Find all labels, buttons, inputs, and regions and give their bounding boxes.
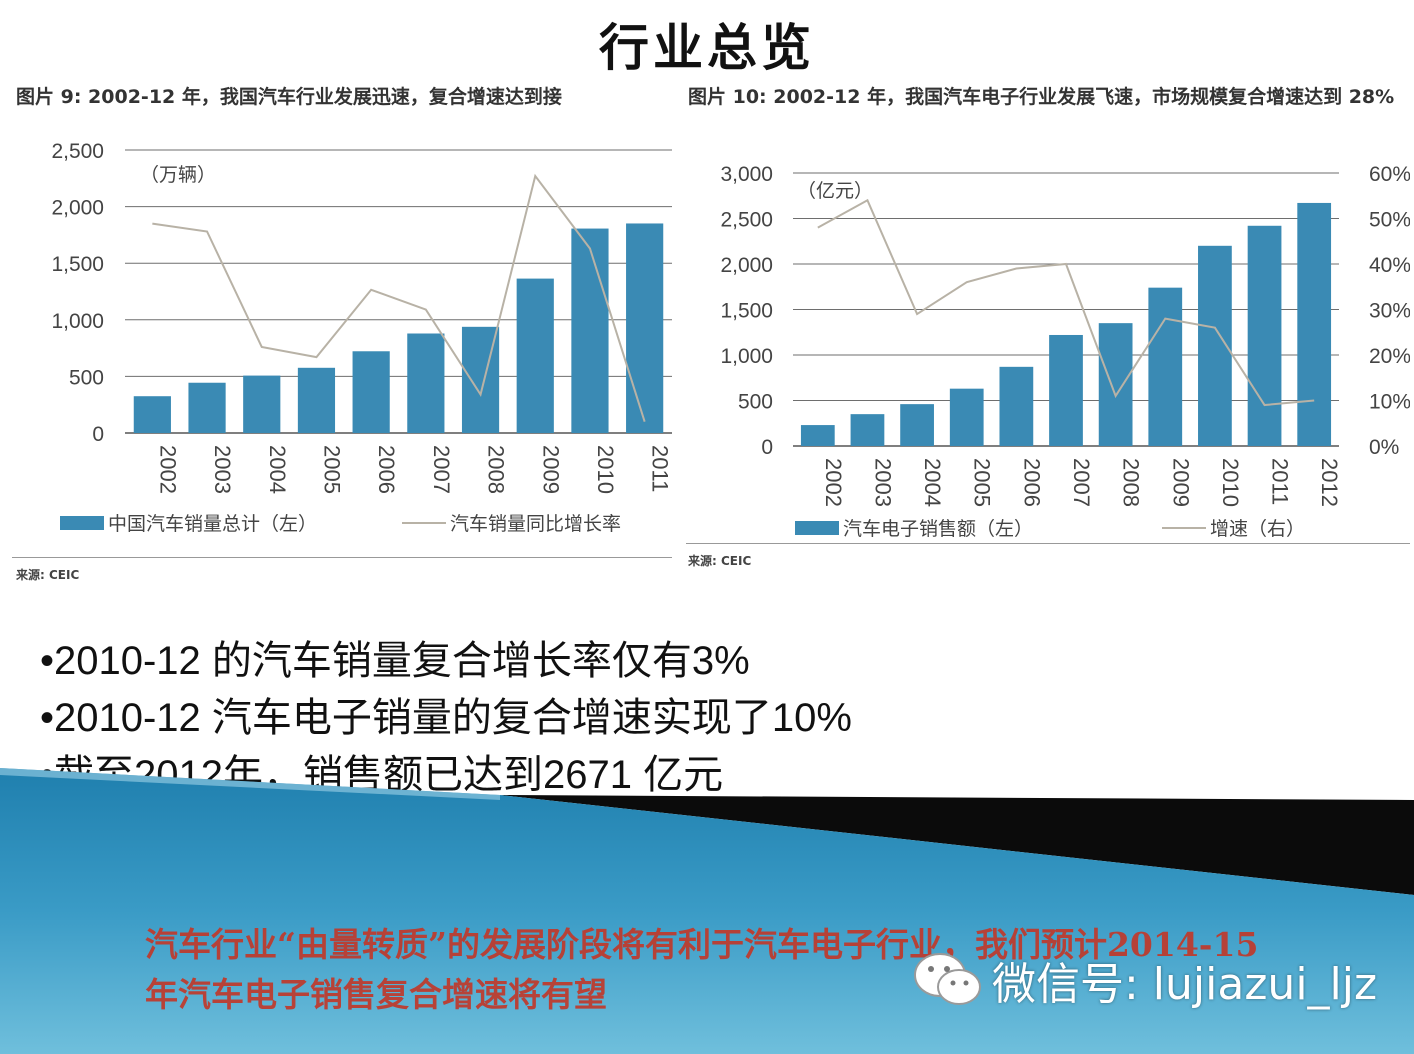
x-tick-label: 2003	[870, 458, 895, 507]
x-tick-label: 2011	[1268, 458, 1293, 505]
x-tick-label: 2004	[920, 458, 945, 507]
figure-9-source: 来源: CEIC	[16, 568, 80, 582]
banner-dark-stripe	[500, 795, 1414, 895]
y-tick-label: 2,000	[51, 197, 104, 220]
y2-tick-label: 60%	[1369, 163, 1410, 186]
bar-2004	[243, 375, 281, 433]
bar-2009	[516, 278, 554, 433]
figure-10-divider	[686, 543, 1410, 544]
legend-line-label: 汽车销量同比增长率	[450, 513, 621, 535]
legend-bar-swatch	[795, 521, 839, 535]
x-tick-label: 2005	[970, 458, 995, 507]
bar-2005	[949, 388, 984, 446]
unit-label: （亿元）	[797, 180, 873, 202]
x-tick-label: 2007	[429, 445, 454, 494]
y-tick-label: 500	[69, 366, 104, 389]
unit-label: （万辆）	[140, 164, 216, 186]
growth-line	[817, 198, 1315, 407]
y-tick-label: 0	[761, 436, 773, 459]
bullet-list: •2010-12 的汽车销量复合增长率仅有3% •2010-12 汽车电子销量的…	[40, 633, 852, 804]
x-tick-label: 2008	[1119, 458, 1144, 507]
bar-2004	[900, 404, 934, 446]
conclusion-text: 汽车行业“由量转质”的发展阶段将有利于汽车电子行业，我们预计2014-15 年汽…	[145, 925, 1259, 1014]
y-tick-label: 500	[738, 391, 773, 414]
y-tick-label: 3,000	[720, 163, 773, 186]
figure-10-source: 来源: CEIC	[688, 554, 752, 568]
y-tick-label: 0	[92, 423, 104, 446]
bar-2005	[297, 367, 336, 433]
bar-2007	[1049, 334, 1083, 446]
x-tick-label: 2002	[155, 445, 180, 494]
y2-tick-label: 0%	[1369, 436, 1399, 459]
bar-2003	[188, 382, 226, 433]
bar-2012	[1297, 202, 1332, 446]
y-tick-label: 2,500	[720, 209, 773, 232]
bar-2006	[999, 366, 1034, 446]
y2-tick-label: 10%	[1369, 391, 1410, 414]
bullet-sales-2012: •截至2012年，销售额已达到2671 亿元	[40, 753, 724, 797]
wechat-icon	[914, 953, 981, 1005]
y-tick-label: 2,000	[720, 254, 773, 277]
x-tick-label: 2006	[1019, 458, 1044, 507]
x-tick-label: 2002	[821, 458, 846, 507]
legend-bar-label: 汽车电子销售额（左）	[843, 518, 1033, 540]
watermark-text: 微信号: lujiazui_ljz	[992, 959, 1378, 1010]
car-sales-chart: 0 500 1,000 1,500 2,000 2,500 2002 2003 2004 2005…	[51, 140, 673, 535]
figure-10-caption: 图片 10: 2002-12 年，我国汽车电子行业发展飞速，市场规模复合增速达到…	[688, 86, 1395, 108]
y-tick-label: 2,500	[51, 140, 104, 163]
x-tick-label: 2009	[1168, 458, 1193, 507]
bar-2003	[850, 414, 885, 446]
y2-tick-label: 20%	[1369, 345, 1410, 368]
x-tick-label: 2010	[593, 445, 618, 494]
bar-2009	[1148, 287, 1183, 446]
x-tick-label: 2009	[538, 445, 563, 494]
figure-9-caption: 图片 9: 2002-12 年，我国汽车行业发展迅速，复合增速达到接	[16, 86, 562, 108]
bullet-cagr-sales: •2010-12 的汽车销量复合增长率仅有3%	[40, 639, 750, 683]
growth-line	[152, 173, 646, 422]
y2-tick-label: 40%	[1369, 254, 1410, 277]
auto-electronics-chart: 0 500 1,000 1,500 2,000 2,500 3,000 0% 10% 20% 30%…	[720, 163, 1410, 540]
bar-2008	[1098, 323, 1133, 446]
figure-9-divider	[12, 557, 672, 558]
x-tick-label: 2008	[484, 445, 509, 494]
y2-tick-label: 50%	[1369, 209, 1410, 232]
legend-bar-swatch	[60, 516, 104, 530]
x-tick-label: 2010	[1218, 458, 1243, 507]
y-tick-label: 1,000	[720, 345, 773, 368]
x-tick-label: 2011	[648, 445, 673, 492]
legend-line-label: 增速（右）	[1210, 518, 1305, 540]
x-tick-label: 2006	[374, 445, 399, 494]
bar-2002	[800, 425, 835, 446]
bar-2010	[571, 228, 609, 433]
wechat-watermark: 微信号: lujiazui_ljz	[912, 945, 1377, 1015]
x-tick-label: 2012	[1317, 458, 1342, 507]
page-title: 行业总览	[599, 18, 815, 77]
y-tick-label: 1,000	[51, 310, 104, 333]
y-tick-label: 1,500	[51, 253, 104, 276]
x-tick-label: 2005	[319, 445, 344, 494]
y2-tick-label: 30%	[1369, 300, 1410, 323]
bar-2007	[407, 333, 445, 433]
y-tick-label: 1,500	[720, 300, 773, 323]
bar-2011	[626, 223, 664, 433]
bar-2002	[133, 396, 171, 433]
bullet-cagr-electronics: •2010-12 汽车电子销量的复合增速实现了10%	[40, 696, 852, 740]
x-tick-label: 2003	[210, 445, 235, 494]
x-tick-label: 2007	[1069, 458, 1094, 507]
x-tick-label: 2004	[265, 445, 290, 494]
bar-2011	[1247, 225, 1282, 446]
legend-bar-label: 中国汽车销量总计（左）	[108, 513, 317, 535]
bar-2006	[352, 351, 390, 433]
